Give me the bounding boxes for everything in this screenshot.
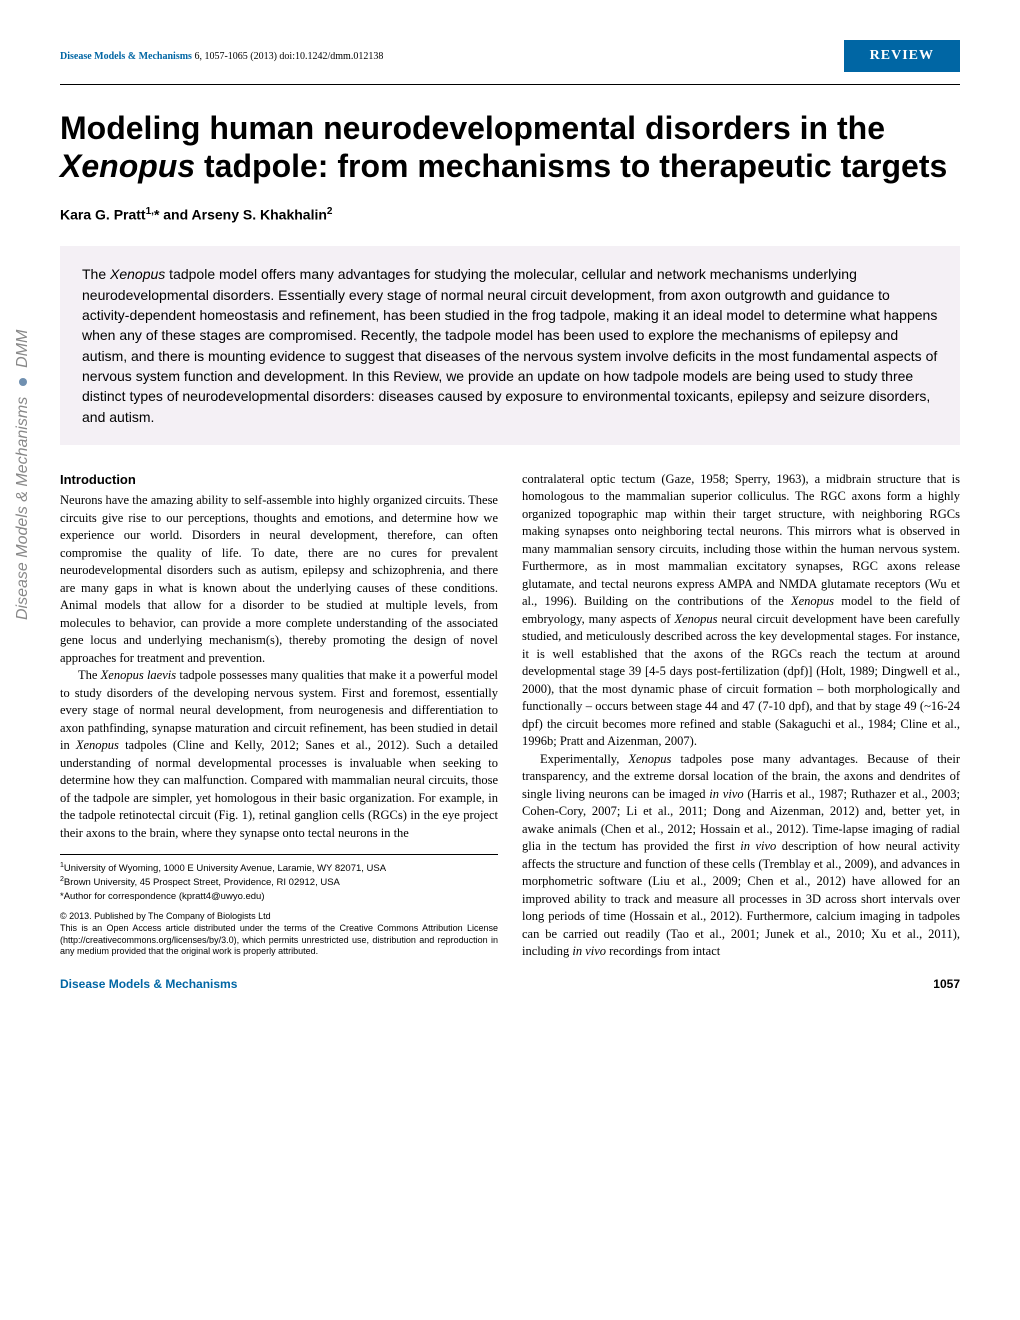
right-column: contralateral optic tectum (Gaze, 1958; … [522,471,960,961]
affil-1: 1University of Wyoming, 1000 E Universit… [60,861,498,875]
citation-text: 6, 1057-1065 (2013) doi:10.1242/dmm.0121… [192,51,383,62]
sidebar-dot-icon [19,378,27,386]
sidebar-text-2: DMM [14,330,31,373]
sidebar-text-1: Disease Models & Mechanisms [14,392,31,620]
header-divider [60,84,960,85]
col1-para1: Neurons have the amazing ability to self… [60,492,498,667]
affil-divider [60,854,498,855]
affil-2: 2Brown University, 45 Prospect Street, P… [60,875,498,889]
journal-citation: Disease Models & Mechanisms 6, 1057-1065… [60,51,383,62]
body-columns: Introduction Neurons have the amazing ab… [60,471,960,961]
copyright-line1: © 2013. Published by The Company of Biol… [60,911,498,923]
abstract-box: The Xenopus tadpole model offers many ad… [60,246,960,444]
col2-para1: contralateral optic tectum (Gaze, 1958; … [522,471,960,751]
sidebar-journal-label: Disease Models & Mechanisms DMM [14,330,32,620]
copyright-line2: This is an Open Access article distribut… [60,923,498,958]
col1-para2: The Xenopus laevis tadpole possesses man… [60,667,498,842]
footer-page-number: 1057 [933,977,960,991]
copyright-block: © 2013. Published by The Company of Biol… [60,911,498,958]
intro-heading: Introduction [60,471,498,489]
review-badge: REVIEW [844,40,960,72]
journal-name: Disease Models & Mechanisms [60,51,192,62]
title-part1: Modeling human neurodevelopmental disord… [60,110,885,146]
affil-corr: *Author for correspondence (kpratt4@uwyo… [60,890,498,903]
page-container: Disease Models & Mechanisms DMM Disease … [0,0,1020,1021]
footer-journal: Disease Models & Mechanisms [60,977,237,991]
article-title: Modeling human neurodevelopmental disord… [60,109,960,186]
title-part2: tadpole: from mechanisms to therapeutic … [195,148,947,184]
page-footer: Disease Models & Mechanisms 1057 [60,977,960,991]
header-bar: Disease Models & Mechanisms 6, 1057-1065… [60,40,960,72]
left-column: Introduction Neurons have the amazing ab… [60,471,498,961]
affiliations: 1University of Wyoming, 1000 E Universit… [60,861,498,903]
title-italic: Xenopus [60,148,195,184]
col2-para2: Experimentally, Xenopus tadpoles pose ma… [522,751,960,961]
authors-line: Kara G. Pratt1,* and Arseny S. Khakhalin… [60,206,960,223]
